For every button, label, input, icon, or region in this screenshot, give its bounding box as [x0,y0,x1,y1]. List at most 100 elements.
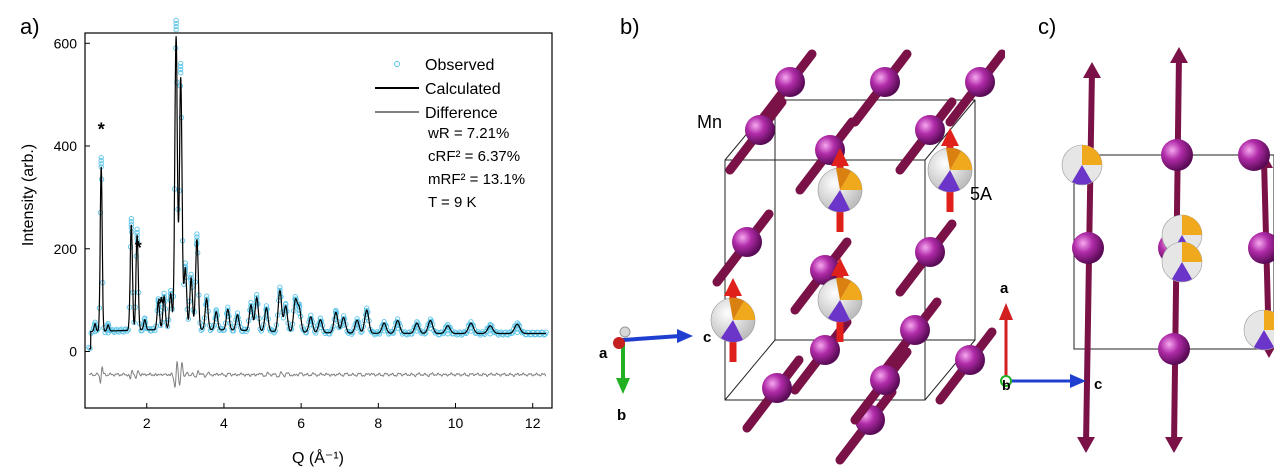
x-tick-label: 4 [220,415,228,431]
observed-point [308,315,314,322]
axes-triad-c: a b c [999,280,1102,393]
observed-point [203,296,210,302]
rietveld-chart: 2 4 6 8 10 12 0 200 400 600 * * * Observed Calculate… [20,17,553,467]
mixed-site-sector [950,151,972,170]
observed-point [263,306,270,312]
mixed-site-sector [729,297,744,320]
mixed-site-sector [721,320,743,343]
legend-entry: Calculated [425,81,501,98]
mixed-site-sector [733,301,755,320]
mixed-site-sector [828,190,850,213]
spin-arrow-head [831,148,849,166]
observed-point [203,302,210,308]
mixed-site-sector [1172,262,1192,282]
y-tick-label: 400 [54,138,78,154]
observed-point [283,307,289,313]
observed-point [421,331,428,337]
mn-atom [775,67,805,97]
observed-point [394,319,401,325]
observed-point [98,161,104,167]
mixed-site-sector [1254,330,1274,350]
axis-a-label-c: a [1000,280,1009,297]
observed-point [173,23,179,30]
plot-frame [84,32,553,409]
mn-atom [900,315,930,345]
mixed-sites-c [1061,144,1274,351]
observed-point [313,330,319,336]
observed-point [173,17,179,24]
site-5a-label: 5A [970,184,992,204]
mixed-site-sector [1082,145,1102,165]
observed-point [439,329,445,335]
observed-point [317,318,324,324]
x-tick-label: 2 [143,415,151,431]
observed-point [354,325,360,331]
mn-atom [955,345,985,375]
spin-arrow-head [941,128,959,146]
mixed-site-sector [836,277,851,300]
spin-arrow-head [724,278,742,296]
observed-point [128,219,134,225]
observed-point [173,27,179,33]
observed-point [102,329,108,336]
x-axis-label: Q (Å⁻¹) [292,448,344,467]
impurity-star: * [158,294,165,314]
observed-point [258,328,265,334]
mn-atom [762,373,792,403]
observed-point [225,313,231,320]
legend-stat: T = 9 K [428,194,477,211]
difference-series [88,360,547,389]
mixed-site-sector [840,171,862,190]
observed-point [427,316,434,322]
mixed-site-sector [1182,242,1202,262]
observed-point [427,325,434,331]
mn-atom [1072,232,1104,264]
observed-point [161,299,167,306]
observed-point [487,328,493,334]
legend-stat: cRF² = 6.37% [428,148,520,165]
mn-atoms-b [712,49,1005,465]
y-tick-label: 600 [54,35,78,51]
mn-atom [870,67,900,97]
axes-triad-b: a c b [599,326,711,424]
spin-arrow-head [1170,47,1188,63]
observed-point [333,313,339,320]
observed-point [305,325,311,331]
observed-point [164,323,171,330]
y-tick-label: 0 [69,343,77,359]
observed-point [225,307,231,314]
observed-point [213,316,219,322]
mn-atom [1238,139,1270,171]
mixed-site-sector [1072,165,1092,185]
spin-arrow-head [1077,437,1095,453]
observed-point [178,70,184,76]
panel-label-b: b) [620,14,640,39]
observed-point [410,327,416,334]
observed-point [128,216,134,222]
mn-atom [1161,139,1193,171]
observed-point [514,329,520,335]
observed-point [87,345,93,352]
axis-c-label-b: c [703,329,711,346]
x-tick-label: 8 [374,415,382,431]
observed-point [445,331,451,337]
mixed-site-sector [1182,215,1202,235]
mixed-site-sector [828,300,850,323]
observed-point [92,325,98,332]
y-tick-label: 200 [54,241,78,257]
mn-label: Mn [697,112,722,132]
panel-label-c: c) [1038,14,1057,39]
impurity-star: * [98,120,105,140]
observed-point [514,320,520,326]
mn-atom [745,115,775,145]
observed-point [178,66,184,73]
impurity-star: * [135,238,142,258]
observed-point [277,284,283,290]
observed-point [414,319,420,325]
observed-point [283,310,289,316]
observed-point [234,316,241,322]
observed-point [134,229,140,236]
observed-point [248,303,254,309]
mn-atom [810,335,840,365]
mn-atom [732,227,762,257]
